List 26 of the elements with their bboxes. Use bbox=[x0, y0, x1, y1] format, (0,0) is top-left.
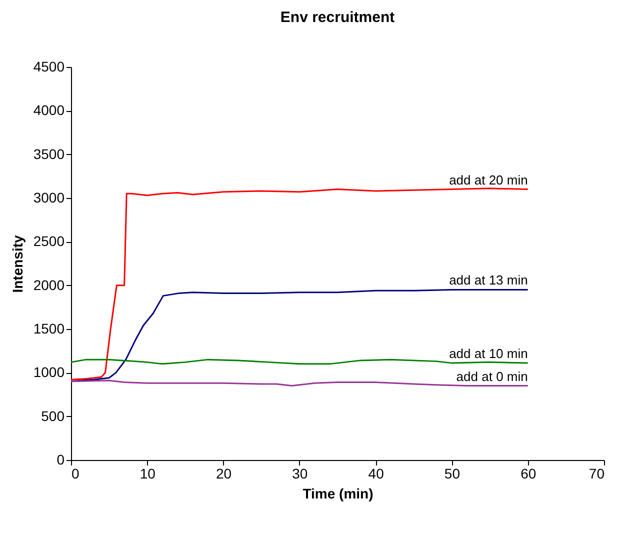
x-tick-label: 20 bbox=[216, 466, 232, 482]
line-series bbox=[70, 188, 529, 380]
y-tick-label: 4000 bbox=[33, 102, 65, 118]
y-tick-label: 2000 bbox=[33, 276, 65, 293]
x-tick-label: 0 bbox=[72, 466, 80, 482]
x-tick-label: 50 bbox=[444, 466, 460, 482]
x-tick-label: 30 bbox=[292, 466, 308, 482]
series-label: add at 13 min bbox=[449, 272, 528, 288]
x-axis-title: Time (min) bbox=[302, 486, 374, 502]
series-label: add at 20 min bbox=[449, 172, 528, 188]
y-axis-title: Intensity bbox=[9, 235, 26, 293]
x-tick-label: 10 bbox=[140, 466, 156, 482]
y-tick-label: 0 bbox=[56, 452, 65, 468]
x-tick-label: 70 bbox=[588, 466, 605, 482]
x-tick-label: 40 bbox=[368, 466, 384, 482]
x-tick-label: 60 bbox=[520, 466, 536, 482]
y-tick-label: 1000 bbox=[33, 364, 65, 380]
series-label: add at 0 min bbox=[456, 368, 528, 384]
y-tick-label: 4500 bbox=[33, 58, 65, 74]
y-tick-label: 2500 bbox=[33, 233, 65, 250]
y-tick-label: 3500 bbox=[33, 146, 65, 162]
series-label: add at 10 min bbox=[449, 346, 528, 362]
chart-title: Env recruitment bbox=[280, 9, 395, 26]
y-tick-label: 1500 bbox=[33, 320, 65, 336]
y-tick-label: 3000 bbox=[33, 190, 65, 206]
y-tick-label: 500 bbox=[41, 408, 65, 424]
